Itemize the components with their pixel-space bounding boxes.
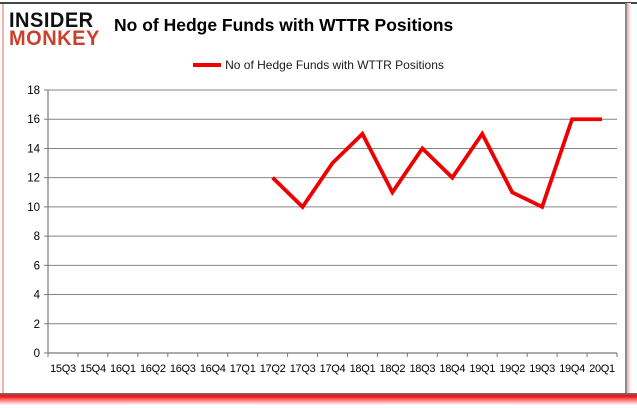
svg-text:12: 12 xyxy=(27,173,40,185)
svg-text:18Q3: 18Q3 xyxy=(409,363,435,375)
chart-legend: No of Hedge Funds with WTTR Positions xyxy=(0,58,637,72)
svg-text:15Q4: 15Q4 xyxy=(80,363,106,375)
legend-line-swatch xyxy=(193,63,222,67)
svg-text:17Q2: 17Q2 xyxy=(260,363,286,375)
svg-text:6: 6 xyxy=(34,260,40,272)
svg-text:16: 16 xyxy=(27,114,40,126)
svg-text:16Q2: 16Q2 xyxy=(140,363,166,375)
svg-text:14: 14 xyxy=(27,143,40,155)
svg-text:2: 2 xyxy=(34,319,40,331)
svg-text:19Q1: 19Q1 xyxy=(469,363,495,375)
svg-text:17Q1: 17Q1 xyxy=(230,363,256,375)
svg-text:16Q4: 16Q4 xyxy=(200,363,226,375)
svg-text:18Q2: 18Q2 xyxy=(380,363,406,375)
logo-line-insider: INSIDER xyxy=(9,8,94,32)
svg-text:0: 0 xyxy=(34,348,40,360)
svg-text:16Q1: 16Q1 xyxy=(110,363,136,375)
svg-text:15Q3: 15Q3 xyxy=(50,363,76,375)
svg-text:4: 4 xyxy=(34,290,41,302)
svg-text:19Q4: 19Q4 xyxy=(559,363,585,375)
svg-text:18Q1: 18Q1 xyxy=(350,363,376,375)
page-title: No of Hedge Funds with WTTR Positions xyxy=(114,15,454,35)
svg-text:20Q1: 20Q1 xyxy=(589,363,615,375)
svg-text:16Q3: 16Q3 xyxy=(170,363,196,375)
insider-monkey-logo: INSIDER MONKEY xyxy=(9,8,100,50)
svg-text:18Q4: 18Q4 xyxy=(439,363,465,375)
frame-left-edge xyxy=(2,4,4,394)
svg-text:19Q3: 19Q3 xyxy=(529,363,555,375)
frame-right-glow xyxy=(627,3,631,394)
frame-bottom-glow xyxy=(0,393,637,405)
svg-text:17Q4: 17Q4 xyxy=(320,363,346,375)
frame-right-edge xyxy=(625,3,627,394)
svg-text:18: 18 xyxy=(27,85,40,97)
frame-top-edge xyxy=(0,2,637,4)
svg-text:10: 10 xyxy=(27,202,40,214)
svg-text:8: 8 xyxy=(34,231,40,243)
legend-label: No of Hedge Funds with WTTR Positions xyxy=(225,58,444,72)
svg-text:17Q3: 17Q3 xyxy=(290,363,316,375)
svg-text:19Q2: 19Q2 xyxy=(499,363,525,375)
logo-line-monkey: MONKEY xyxy=(9,26,100,50)
